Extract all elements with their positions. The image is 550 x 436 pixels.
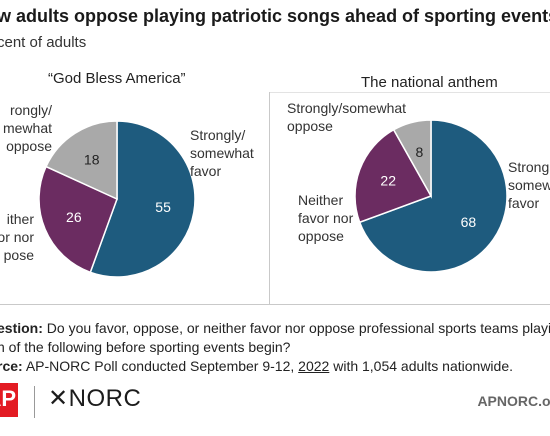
slice-value-label: 26 [66,209,82,225]
source-label: rce: [0,358,23,374]
page-subtitle: cent of adults [0,34,87,51]
slice-category-label: Strongly/somewhat favor [190,127,254,179]
slice-value-label: 22 [380,172,396,188]
question-label: estion: [0,320,43,336]
logo-separator [34,386,35,418]
source-text: AP-NORC Poll conducted September 9-12, [25,358,299,374]
slice-value-label: 8 [416,144,424,160]
pie-slice [45,120,118,201]
pie-slice [38,165,118,274]
pie-slice [89,120,196,278]
slice-category-label: Strongly/somewhat oppose [287,100,406,134]
slice-category-label: ither or nor pose [0,211,34,263]
pie-slice [392,119,432,199]
pie-slice [354,128,433,224]
chart-title-god-bless: “God Bless America” [48,70,186,87]
chart-title-anthem: The national anthem [361,74,498,91]
question-line-1: estion: Do you favor, oppose, or neither… [0,320,550,336]
question-text: Do you favor, oppose, or neither favor n… [46,320,550,336]
question-line-2: h of the following before sporting event… [0,339,291,355]
ap-logo: AP [0,383,18,417]
slice-value-label: 68 [461,214,477,230]
site-link[interactable]: APNORC.or [477,393,550,409]
slice-value-label: 55 [155,199,171,215]
source-line: rce: AP-NORC Poll conducted September 9-… [0,358,513,374]
source-text-end: with 1,054 adults nationwide. [329,358,514,374]
slice-value-label: 18 [84,152,100,168]
page-title: w adults oppose playing patriotic songs … [0,6,550,26]
slice-category-label: Neither favor nor oppose [298,192,354,244]
source-date-link[interactable]: 2022 [298,358,330,374]
norc-logo: ✕NORC [48,385,142,412]
slice-category-label: rongly/mewhat oppose [3,102,52,154]
pie-slice [358,119,508,273]
chart-bottom-rule [0,304,550,305]
pie-god-bless-america: 55 Strongly/somewhat favor 26 ither or nor pos… [0,102,254,278]
slice-category-label: Strongsomewhfavor [508,159,550,211]
panel-top-border [270,92,550,93]
panel-divider [269,92,270,304]
